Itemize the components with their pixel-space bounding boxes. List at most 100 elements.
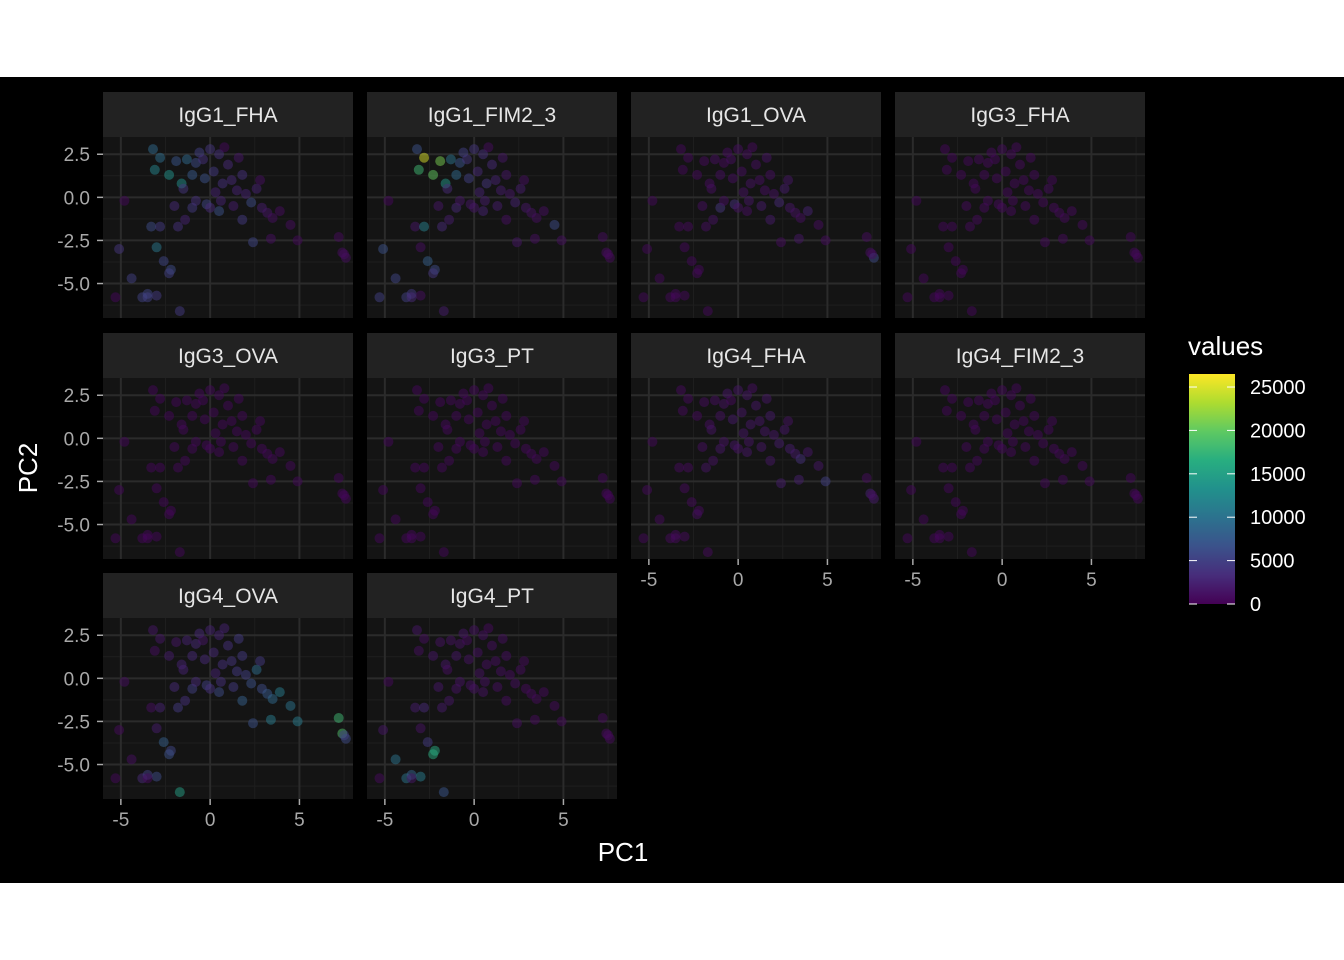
legend-colorbar [1189, 374, 1235, 604]
scatter-point [215, 676, 226, 687]
scatter-point [119, 436, 130, 447]
scatter-point [110, 533, 121, 544]
scatter-point [970, 183, 981, 194]
scatter-point [549, 460, 560, 471]
x-tick-label: -5 [904, 570, 921, 591]
scatter-point [246, 197, 257, 208]
scatter-point [972, 214, 983, 225]
scatter-point [902, 533, 913, 544]
scatter-point [158, 737, 169, 748]
scatter-point [531, 454, 542, 464]
scatter-point [679, 531, 690, 542]
scatter-point [679, 290, 690, 301]
scatter-point [339, 490, 350, 501]
scatter-point [1000, 407, 1011, 418]
scatter-point [435, 156, 446, 167]
scatter-point [158, 256, 169, 267]
scatter-point [415, 242, 426, 253]
scatter-point [1047, 416, 1058, 427]
scatter-point [947, 462, 958, 473]
scatter-point [529, 233, 540, 244]
scatter-point [754, 416, 765, 427]
x-tick-label: 5 [294, 810, 305, 831]
scatter-point [956, 268, 967, 279]
scatter-point [415, 531, 426, 542]
scatter-point [759, 426, 770, 437]
scatter-point [428, 169, 439, 180]
scatter-point [761, 152, 772, 163]
scatter-point [410, 702, 421, 713]
scatter-point [412, 385, 422, 396]
scatter-point [146, 221, 157, 232]
scatter-point [943, 290, 954, 301]
scatter-point [433, 682, 444, 692]
scatter-point [205, 683, 216, 694]
scatter-point [747, 383, 758, 394]
scatter-point [997, 385, 1008, 396]
scatter-point [1029, 169, 1040, 180]
scatter-point [683, 393, 694, 404]
scatter-point [745, 419, 756, 430]
scatter-point [934, 292, 945, 303]
scatter-point [217, 659, 228, 670]
scatter-point [683, 152, 694, 163]
scatter-point [861, 473, 872, 483]
scatter-point [415, 723, 426, 734]
scatter-point [950, 497, 961, 508]
scatter-point [1011, 383, 1022, 394]
scatter-point [219, 142, 230, 153]
scatter-point [765, 169, 776, 180]
scatter-point [478, 390, 489, 401]
scatter-point [463, 654, 474, 665]
x-tick-label: 0 [205, 810, 216, 831]
scatter-point [1000, 166, 1011, 177]
scatter-point [223, 400, 233, 411]
scatter-point [419, 702, 430, 713]
scatter-point [442, 424, 453, 435]
scatter-point [190, 676, 201, 687]
scatter-point [709, 395, 720, 406]
scatter-point [237, 455, 248, 466]
facet-strip [103, 573, 353, 618]
scatter-point [151, 771, 162, 782]
scatter-point [1025, 393, 1036, 404]
scatter-point [1009, 178, 1020, 189]
scatter-point [642, 485, 653, 495]
scatter-point [941, 405, 952, 416]
scatter-point [217, 419, 228, 430]
scatter-point [237, 169, 248, 180]
scatter-point [708, 214, 719, 225]
scatter-point [677, 405, 688, 416]
scatter-point [943, 242, 954, 253]
scatter-point [501, 650, 512, 661]
scatter-point [795, 454, 806, 464]
scatter-point [531, 213, 542, 223]
scatter-point [390, 273, 401, 284]
x-tick-label: -5 [376, 810, 393, 831]
scatter-point [433, 201, 444, 211]
scatter-point [756, 442, 767, 452]
facet-panel: IgG3_PT [367, 333, 617, 559]
scatter-point [210, 187, 221, 198]
scatter-point [437, 221, 447, 232]
scatter-point [285, 700, 296, 711]
scatter-point [383, 195, 394, 206]
scatter-point [679, 242, 690, 253]
scatter-point [1032, 429, 1043, 440]
scatter-point [943, 483, 954, 494]
scatter-point [961, 442, 972, 452]
scatter-point [412, 144, 422, 155]
scatter-point [422, 737, 433, 748]
scatter-point [1020, 442, 1031, 452]
scatter-point [378, 725, 389, 735]
facet-strip-label: IgG1_FHA [178, 104, 277, 127]
legend-tick-label: 25000 [1250, 377, 1306, 399]
scatter-point [940, 144, 950, 155]
scatter-point [1066, 206, 1077, 217]
scatter-point [1006, 206, 1017, 217]
scatter-point [155, 152, 166, 163]
scatter-point [697, 201, 708, 211]
scatter-point [654, 273, 665, 284]
facet-strip-label: IgG3_FHA [970, 104, 1069, 127]
scatter-point [412, 625, 422, 636]
